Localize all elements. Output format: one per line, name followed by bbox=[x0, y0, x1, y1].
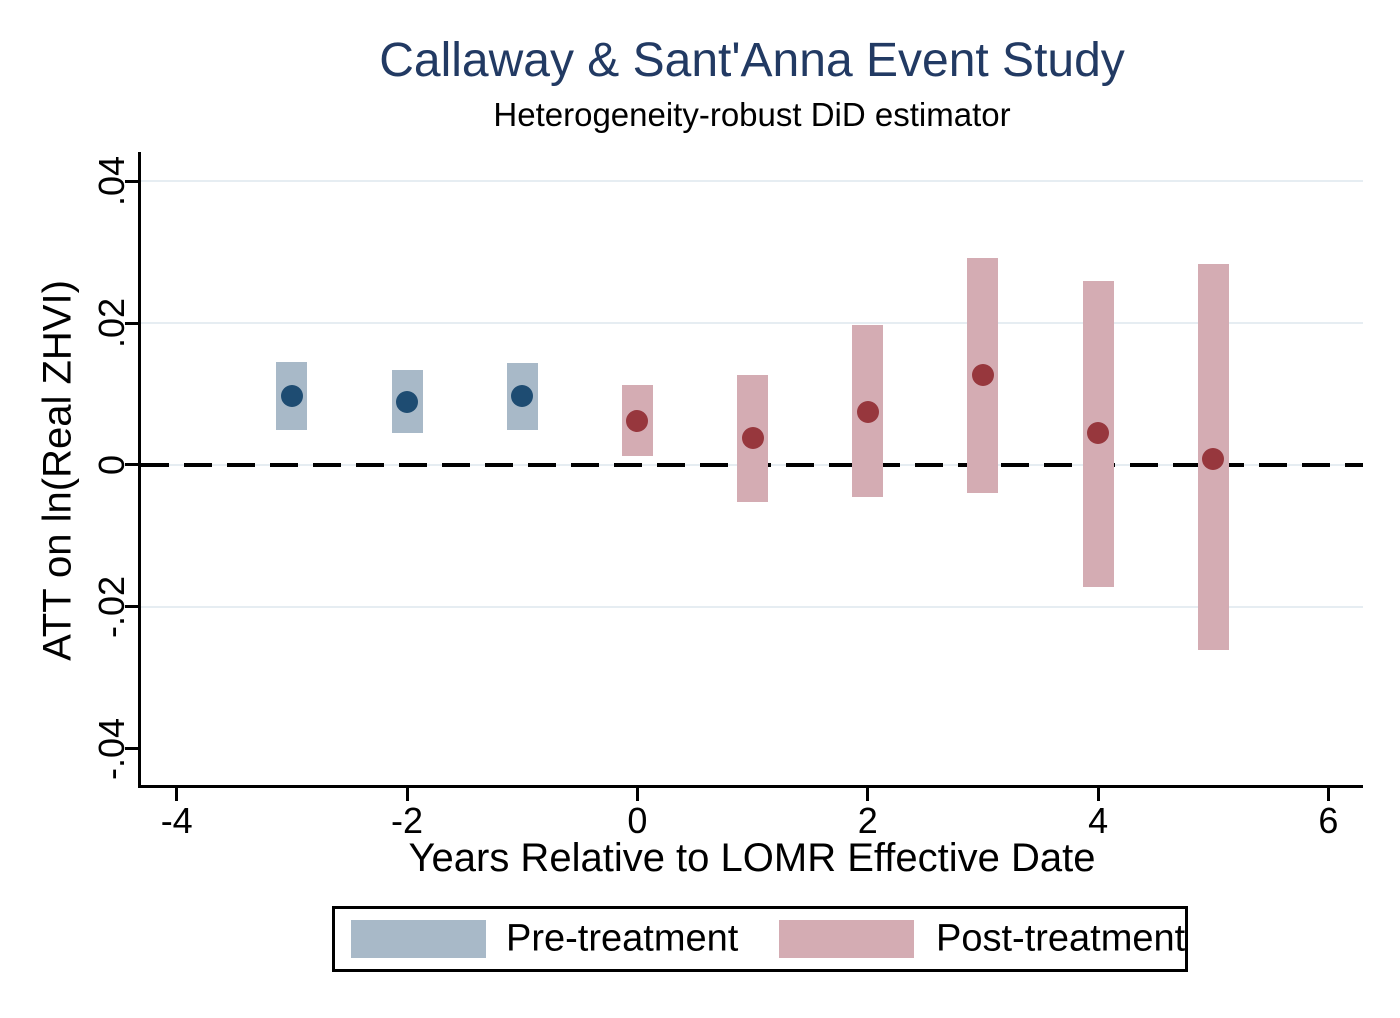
x-tick-label: 2 bbox=[857, 800, 878, 841]
point-estimate-dot bbox=[1202, 447, 1225, 470]
y-tick-label: .04 bbox=[91, 156, 132, 207]
legend-label-pre: Pre-treatment bbox=[506, 917, 739, 960]
x-tick-label: 0 bbox=[627, 800, 648, 841]
gridline bbox=[141, 322, 1363, 325]
x-tick bbox=[1096, 788, 1100, 801]
point-estimate-dot bbox=[626, 409, 649, 432]
point-estimate-dot bbox=[396, 390, 419, 413]
y-tick bbox=[125, 179, 138, 183]
gridline bbox=[141, 180, 1363, 183]
point-estimate-dot bbox=[1087, 422, 1110, 445]
chart-title: Callaway & Sant'Anna Event Study bbox=[379, 34, 1125, 87]
y-tick-label: -.02 bbox=[91, 575, 132, 638]
chart-subtitle: Heterogeneity-robust DiD estimator bbox=[493, 96, 1011, 133]
x-axis-line bbox=[138, 785, 1363, 788]
x-tick bbox=[1326, 788, 1330, 801]
point-estimate-dot bbox=[856, 400, 879, 423]
legend-swatch-pre bbox=[351, 920, 486, 958]
legend-label-post: Post-treatment bbox=[936, 917, 1186, 960]
y-axis-line bbox=[138, 152, 141, 788]
x-tick bbox=[405, 788, 409, 801]
y-tick-label: 0 bbox=[91, 454, 132, 475]
y-axis-title: ATT on ln(Real ZHVI) bbox=[35, 280, 80, 661]
y-tick bbox=[125, 747, 138, 751]
x-tick-label: 6 bbox=[1318, 800, 1339, 841]
point-estimate-dot bbox=[741, 426, 764, 449]
legend-box: Pre-treatment Post-treatment bbox=[332, 906, 1188, 972]
y-tick-label: .02 bbox=[91, 297, 132, 349]
gridline bbox=[141, 605, 1363, 608]
point-estimate-dot bbox=[511, 385, 534, 408]
point-estimate-dot bbox=[280, 385, 303, 408]
y-tick bbox=[125, 605, 138, 609]
y-tick bbox=[125, 321, 138, 325]
x-tick-label: -2 bbox=[391, 800, 424, 841]
x-tick-label: 4 bbox=[1088, 800, 1109, 841]
x-tick bbox=[175, 788, 179, 801]
y-tick-label: -.04 bbox=[91, 717, 132, 780]
legend-swatch-post bbox=[779, 920, 914, 958]
y-tick bbox=[125, 463, 138, 467]
x-tick bbox=[866, 788, 870, 801]
x-tick bbox=[635, 788, 639, 801]
point-estimate-dot bbox=[971, 363, 994, 386]
x-axis-title: Years Relative to LOMR Effective Date bbox=[408, 836, 1096, 880]
x-tick-label: -4 bbox=[160, 800, 193, 841]
